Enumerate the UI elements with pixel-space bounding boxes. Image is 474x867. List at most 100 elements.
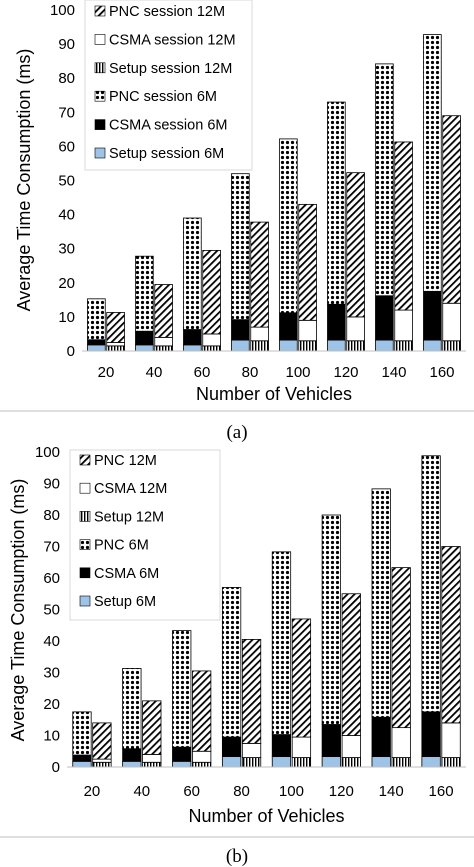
bar-segment-light-blue (221, 756, 242, 768)
bar-segment-dots (72, 711, 92, 756)
bar-segment-black (72, 754, 92, 762)
y-tick-label: 0 (67, 343, 75, 360)
bar-segment-light-blue (375, 339, 394, 352)
bar-segment-vertical-stripes (142, 761, 162, 768)
bar-segment-white (441, 722, 461, 758)
bar-segment-dots (221, 587, 242, 738)
x-tick-label: 40 (146, 364, 163, 381)
bar-segment-white (92, 758, 112, 763)
y-tick-label: 100 (35, 444, 60, 461)
bar-segment-light-blue (371, 756, 391, 768)
bar-segment-white (346, 316, 365, 342)
legend-swatch-white (79, 482, 91, 494)
bar-segment-light-blue (421, 756, 441, 768)
bar-segment-black (421, 711, 441, 758)
bar-segment-diagonal-hatch (106, 312, 125, 343)
chart-a: 0 10 20 30 40 50 60 70 80 90 100 20 40 60 80 100 120 140 1… (0, 0, 474, 443)
bar-segment-diagonal-hatch (241, 639, 262, 744)
bar-segment-vertical-stripes (202, 345, 221, 352)
bar-segment-white (341, 735, 361, 758)
bar-segment-diagonal-hatch (291, 618, 312, 738)
y-tick-label: 20 (43, 696, 60, 713)
bar-segment-diagonal-hatch (394, 141, 413, 311)
x-tick-label: 100 (279, 783, 304, 800)
legend-label: CSMA session 6M (109, 118, 227, 134)
bar-segment-light-blue (327, 339, 346, 352)
bar-segment-diagonal-hatch (142, 700, 162, 755)
y-tick-label: 40 (43, 633, 60, 650)
bar-segment-dots (87, 298, 106, 341)
bar-segment-vertical-stripes (442, 340, 461, 352)
bar-segment-light-blue (135, 344, 154, 352)
bar-segment-dots (371, 488, 391, 718)
y-tick-label: 40 (58, 207, 75, 224)
bar-segment-white (106, 342, 125, 347)
bar-segment-dots (172, 630, 192, 748)
y-tick-label: 60 (43, 570, 60, 587)
bar-segment-diagonal-hatch (92, 722, 112, 760)
bar-segment-black (172, 746, 192, 762)
bar-segment-light-blue (279, 339, 298, 352)
bar-segment-black (122, 748, 142, 762)
legend-label: Setup session 6M (109, 146, 224, 162)
figure-caption: (b) (226, 846, 248, 867)
bar-segment-light-blue (87, 344, 106, 352)
bar-segment-white (291, 736, 312, 758)
bar-segment-white (298, 319, 317, 342)
x-tick-label: 120 (329, 783, 354, 800)
legend-swatch-diagonal-hatch (79, 454, 91, 466)
bar-segment-diagonal-hatch (202, 250, 221, 335)
bar-segment-dots (423, 34, 442, 292)
bar-segment-white (391, 727, 411, 758)
legend: PNC session 12M CSMA session 12M Setup ses… (84, 0, 253, 171)
bar-segment-diagonal-hatch (442, 115, 461, 304)
bar-segment-dots (231, 173, 250, 321)
bar-segment-diagonal-hatch (391, 567, 411, 729)
bar-segment-light-blue (231, 339, 250, 352)
legend-label: PNC session 6M (109, 89, 217, 105)
bar-segment-light-blue (271, 756, 292, 768)
bar-segment-diagonal-hatch (341, 593, 361, 736)
legend-swatch-diagonal-hatch (94, 5, 106, 17)
legend-label: Setup session 12M (109, 61, 232, 77)
bar-segment-vertical-stripes (441, 757, 461, 768)
legend-box (69, 449, 221, 621)
legend-swatch-light-blue (94, 147, 106, 159)
y-tick-label: 20 (58, 275, 75, 292)
legend-swatch-black (94, 119, 106, 130)
legend: PNC 12M CSMA 12M Setup 12M PNC 6M CSMA 6M Set… (69, 449, 221, 621)
bar-segment-diagonal-hatch (192, 670, 212, 752)
bar-segment-light-blue (321, 756, 341, 768)
legend-label: CSMA 12M (94, 481, 167, 497)
x-axis-title: Number of Vehicles (196, 384, 352, 404)
bar-segment-black (183, 329, 202, 346)
bar-segment-white (241, 742, 262, 758)
bar-segment-vertical-stripes (341, 757, 361, 768)
x-tick-label: 80 (242, 364, 259, 381)
bar-segment-dots (375, 63, 394, 297)
legend-swatch-light-blue (79, 595, 91, 607)
bar-segment-dots (421, 455, 441, 713)
legend-label: PNC session 12M (109, 4, 225, 20)
y-tick-label: 70 (43, 539, 60, 556)
legend-label: CSMA 6M (94, 566, 159, 582)
bar-segment-diagonal-hatch (298, 203, 317, 321)
bar-segment-vertical-stripes (391, 757, 411, 768)
y-tick-label: 50 (43, 602, 60, 619)
bar-segment-black (135, 330, 154, 346)
bar-segment-dots (183, 217, 202, 330)
legend-swatch-dots (79, 539, 91, 550)
legend-label: Setup 6M (94, 594, 156, 610)
legend-label: Setup 12M (94, 509, 164, 525)
x-tick-label: 140 (379, 783, 404, 800)
bar-segment-light-blue (423, 339, 442, 352)
legend-swatch-vertical-stripes (94, 62, 106, 74)
legend-label: CSMA session 12M (109, 32, 236, 48)
bar-segment-white (154, 336, 173, 347)
bar-segment-dots (271, 551, 292, 735)
bar-segment-light-blue (72, 760, 92, 768)
bar-segment-dots (279, 138, 298, 314)
bar-segment-diagonal-hatch (346, 172, 365, 318)
bar-segment-black (423, 290, 442, 341)
y-tick-label: 90 (43, 476, 60, 493)
